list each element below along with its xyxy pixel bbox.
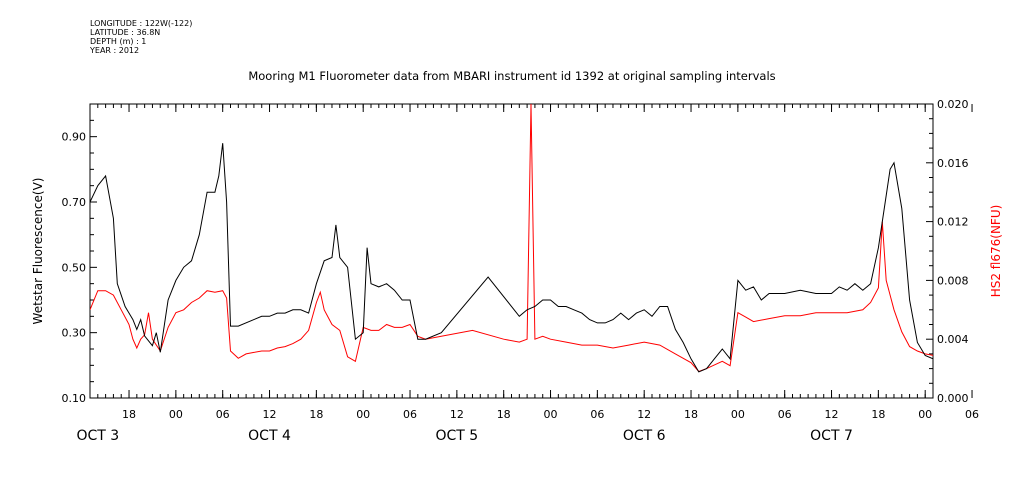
series-layer xyxy=(90,104,1009,380)
tick-layer: 1800061218000612180006121800061218000612… xyxy=(62,98,1009,444)
x-tick-label: 18 xyxy=(871,408,885,421)
y2-tick-label: 0.008 xyxy=(937,274,969,287)
x-tick-label: 12 xyxy=(825,408,839,421)
y-tick-label: 0.30 xyxy=(62,327,87,340)
x-day-label: OCT 4 xyxy=(248,428,291,444)
x-tick-label: 06 xyxy=(590,408,604,421)
x-tick-label: 12 xyxy=(263,408,277,421)
x-day-label: OCT 5 xyxy=(436,428,479,444)
y2-tick-label: 0.000 xyxy=(937,392,969,405)
y-tick-label: 0.50 xyxy=(62,261,87,274)
y2-axis-title: HS2 fl676(NFU) xyxy=(989,205,1003,298)
x-tick-label: 00 xyxy=(544,408,558,421)
x-tick-label: 00 xyxy=(356,408,370,421)
x-tick-label: 12 xyxy=(450,408,464,421)
y-tick-label: 0.90 xyxy=(62,131,87,144)
x-tick-label: 18 xyxy=(122,408,136,421)
x-tick-label: 18 xyxy=(497,408,511,421)
y-axis-title: Wetstar Fluorescence(V) xyxy=(31,178,45,325)
x-tick-label: 18 xyxy=(684,408,698,421)
x-tick-label: 12 xyxy=(637,408,651,421)
chart-title: Mooring M1 Fluorometer data from MBARI i… xyxy=(248,69,775,83)
wetstar-fluorescence-series-line xyxy=(90,104,1009,375)
y-tick-label: 0.10 xyxy=(62,392,87,405)
plot-frame xyxy=(90,104,933,398)
y2-tick-label: 0.016 xyxy=(937,157,969,170)
x-day-label: OCT 3 xyxy=(76,428,119,444)
x-day-label: OCT 7 xyxy=(810,428,853,444)
x-day-label: OCT 6 xyxy=(623,428,666,444)
x-tick-label: 06 xyxy=(778,408,792,421)
x-tick-label: 00 xyxy=(731,408,745,421)
y2-tick-label: 0.004 xyxy=(937,333,969,346)
x-tick-label: 18 xyxy=(309,408,323,421)
x-tick-label: 06 xyxy=(403,408,417,421)
y2-tick-label: 0.020 xyxy=(937,98,969,111)
x-tick-label: 00 xyxy=(918,408,932,421)
x-tick-label: 06 xyxy=(965,408,979,421)
x-tick-label: 00 xyxy=(169,408,183,421)
y2-tick-label: 0.012 xyxy=(937,216,969,229)
x-tick-label: 06 xyxy=(216,408,230,421)
y-tick-label: 0.70 xyxy=(62,196,87,209)
